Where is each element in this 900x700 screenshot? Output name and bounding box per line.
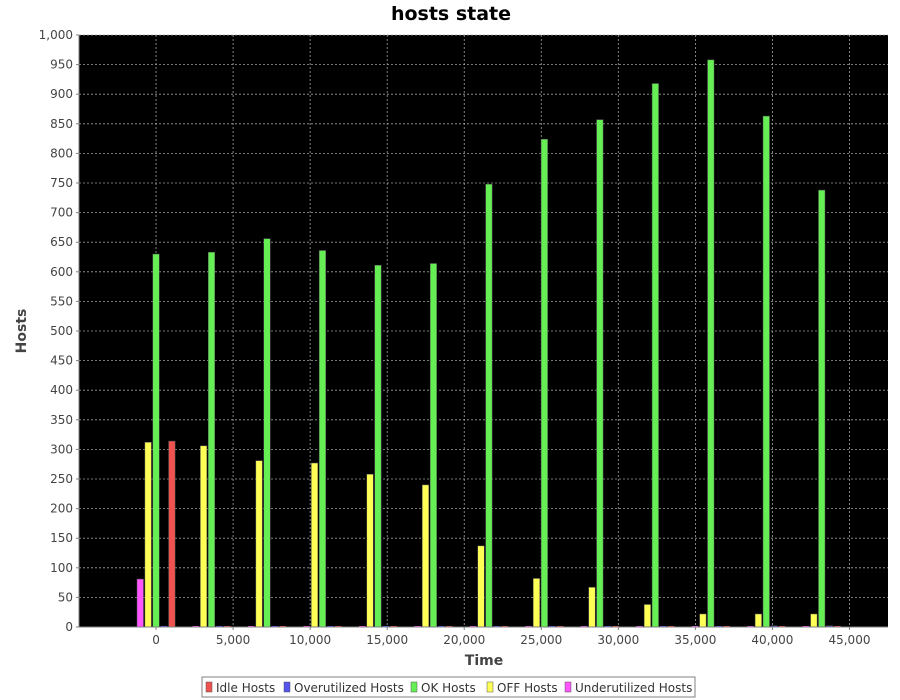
y-tick-label: 400 xyxy=(50,383,73,397)
legend-item-off-hosts: OFF Hosts xyxy=(486,681,558,695)
legend-label: Underutilized Hosts xyxy=(575,681,692,695)
y-tick-label: 950 xyxy=(50,58,73,72)
legend-label: Overutilized Hosts xyxy=(294,681,404,695)
bar-ok-hosts xyxy=(152,253,160,628)
bar-ok-hosts xyxy=(263,238,271,628)
legend-item-underutilized-hosts: Underutilized Hosts xyxy=(564,681,692,695)
bar-off-hosts xyxy=(643,604,651,628)
x-tick-label: 15,000 xyxy=(366,633,408,647)
bar-ok-hosts xyxy=(818,189,826,628)
y-tick-label: 300 xyxy=(50,442,73,456)
x-tick-label: 0 xyxy=(152,633,160,647)
x-tick-label: 35,000 xyxy=(674,633,716,647)
y-tick-label: 50 xyxy=(58,590,73,604)
y-axis-ticks: 0 50 100 150 200 250 300 350 400 450 500 550 600 650 7… xyxy=(39,28,79,634)
bar-off-hosts xyxy=(699,613,707,628)
bar-idle-hosts xyxy=(168,440,176,628)
bar-off-hosts xyxy=(144,442,152,628)
y-tick-label: 150 xyxy=(50,531,73,545)
x-tick-label: 10,000 xyxy=(289,633,331,647)
legend-label: OK Hosts xyxy=(421,681,476,695)
legend-label: Idle Hosts xyxy=(216,681,275,695)
bar-ok-hosts xyxy=(318,250,326,628)
bars xyxy=(136,59,841,628)
y-tick-label: 550 xyxy=(50,294,73,308)
y-tick-label: 100 xyxy=(50,561,73,575)
y-tick-label: 500 xyxy=(50,324,73,338)
y-tick-label: 450 xyxy=(50,354,73,368)
legend-box xyxy=(201,676,696,698)
bar-ok-hosts xyxy=(485,183,493,628)
bar-off-hosts xyxy=(366,474,374,628)
bar-ok-hosts xyxy=(208,252,216,628)
y-tick-label: 800 xyxy=(50,146,73,160)
y-tick-label: 0 xyxy=(65,620,73,634)
legend-swatch xyxy=(564,681,572,693)
x-axis-label: Time xyxy=(465,653,503,669)
chart-title: hosts state xyxy=(391,3,511,25)
y-tick-label: 650 xyxy=(50,235,73,249)
x-tick-label: 30,000 xyxy=(597,633,639,647)
x-tick-label: 20,000 xyxy=(443,633,485,647)
bar-ok-hosts xyxy=(429,263,437,628)
bar-ok-hosts xyxy=(707,59,715,628)
bar-underutilized-hosts xyxy=(136,578,144,628)
bar-ok-hosts xyxy=(762,115,770,628)
legend-swatch xyxy=(205,681,213,693)
x-tick-label: 25,000 xyxy=(520,633,562,647)
legend-item-overutilized-hosts: Overutilized Hosts xyxy=(283,681,404,695)
legend-swatch xyxy=(486,681,494,693)
legend-item-ok-hosts: OK Hosts xyxy=(410,681,476,695)
x-tick-label: 45,000 xyxy=(828,633,870,647)
bar-off-hosts xyxy=(477,545,485,628)
y-tick-label: 350 xyxy=(50,413,73,427)
legend: Idle Hosts Overutilized Hosts OK Hosts OFF … xyxy=(201,676,696,698)
y-tick-label: 600 xyxy=(50,265,73,279)
legend-swatch xyxy=(283,681,291,693)
bar-off-hosts xyxy=(255,460,263,628)
x-axis-ticks: 0 5,000 10,000 15,000 20,000 25,000 30,000 35,0… xyxy=(152,627,870,647)
bar-off-hosts xyxy=(311,462,319,628)
bar-off-hosts xyxy=(422,484,430,628)
y-tick-label: 200 xyxy=(50,502,73,516)
y-tick-label: 750 xyxy=(50,176,73,190)
bar-ok-hosts xyxy=(651,83,659,628)
x-tick-label: 40,000 xyxy=(751,633,793,647)
y-tick-label: 1,000 xyxy=(39,28,73,42)
y-tick-label: 850 xyxy=(50,117,73,131)
bar-off-hosts xyxy=(588,587,596,628)
x-tick-label: 5,000 xyxy=(216,633,250,647)
bar-off-hosts xyxy=(810,613,818,628)
bar-off-hosts xyxy=(200,445,208,628)
legend-label: OFF Hosts xyxy=(497,681,558,695)
y-axis-label: Hosts xyxy=(14,309,30,354)
legend-swatch xyxy=(410,681,418,693)
y-tick-label: 900 xyxy=(50,87,73,101)
bar-ok-hosts xyxy=(374,265,382,628)
legend-item-idle-hosts: Idle Hosts xyxy=(205,681,275,695)
y-tick-label: 250 xyxy=(50,472,73,486)
bar-off-hosts xyxy=(754,613,762,628)
bar-off-hosts xyxy=(532,578,540,628)
bar-ok-hosts xyxy=(596,119,604,628)
bar-ok-hosts xyxy=(540,138,548,628)
y-tick-label: 700 xyxy=(50,206,73,220)
